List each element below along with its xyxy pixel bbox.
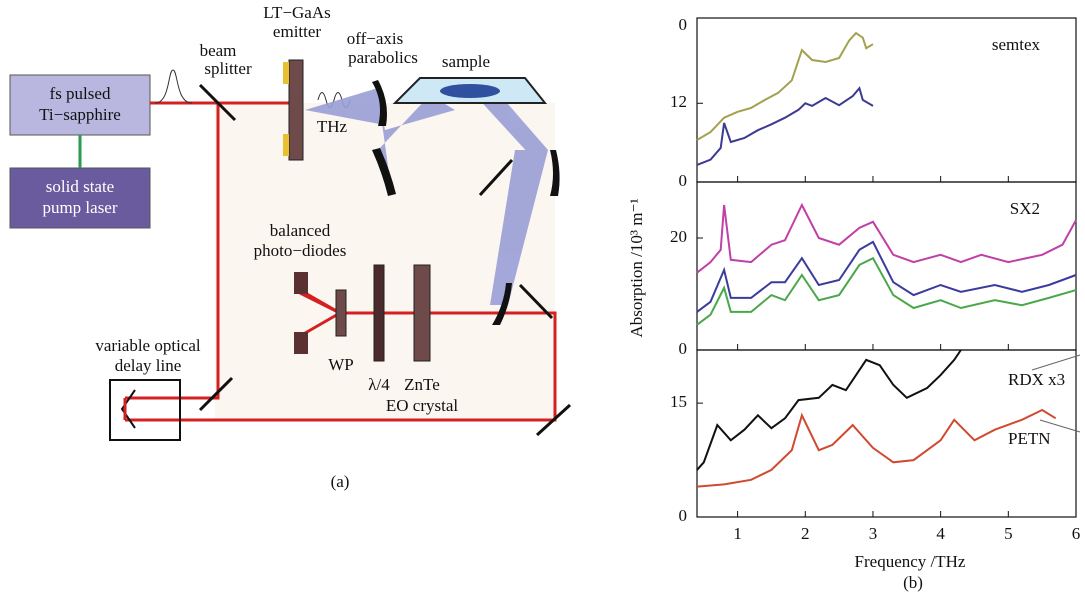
label: delay line	[115, 356, 182, 375]
series-line	[696, 408, 1057, 488]
wollaston-prism	[335, 289, 347, 337]
label: balanced	[270, 221, 331, 240]
label: EO crystal	[386, 396, 459, 415]
series-line	[696, 256, 1077, 326]
eo-crystal	[413, 264, 431, 362]
y-tick-label: 15	[670, 392, 687, 411]
photodiode	[294, 332, 308, 354]
x-tick-label: 1	[733, 524, 742, 543]
electrode	[283, 62, 289, 84]
label: WP	[328, 355, 354, 374]
y-tick-label: 0	[679, 339, 688, 358]
setup-diagram: fs pulsed Ti−sapphire solid state pump l…	[9, 3, 572, 491]
caption: (a)	[331, 472, 350, 491]
pulse-icon	[154, 69, 193, 104]
y-tick-label: 0	[679, 15, 688, 34]
series-line	[696, 86, 874, 166]
y-tick-label: 0	[679, 171, 688, 190]
thz-beam	[305, 88, 548, 305]
retroreflector	[120, 389, 136, 429]
x-axis-label: Frequency /THz	[855, 552, 966, 571]
label: photo−diodes	[254, 241, 347, 260]
label: Ti−sapphire	[39, 105, 121, 124]
laser-box	[9, 74, 151, 136]
x-tick-label: 6	[1072, 524, 1081, 543]
delay-box	[109, 379, 181, 441]
legend-label: PETN	[1008, 429, 1051, 448]
series-line	[696, 202, 1077, 274]
label: solid state	[46, 177, 114, 196]
x-tick-label: 5	[1004, 524, 1013, 543]
leader-line	[1031, 354, 1081, 371]
y-tick-label: 0	[679, 506, 688, 525]
label: sample	[442, 52, 490, 71]
label: LT−GaAs	[263, 3, 331, 22]
series-line	[696, 349, 962, 471]
caption: (b)	[903, 573, 923, 592]
sample	[440, 84, 500, 98]
electrode	[283, 134, 289, 156]
label: variable optical	[95, 336, 201, 355]
plot-frame	[696, 349, 1077, 518]
y-tick-label: 12	[670, 92, 687, 111]
series-line	[696, 240, 1077, 313]
panel-label: semtex	[992, 35, 1041, 54]
panel-label: SX2	[1010, 199, 1040, 218]
x-tick-label: 4	[936, 524, 945, 543]
label: ZnTe	[404, 375, 440, 394]
y-tick-label: 20	[670, 227, 687, 246]
label: beam	[200, 41, 237, 60]
leader-line	[1039, 419, 1081, 433]
series-line	[696, 31, 874, 141]
label: THz	[317, 117, 348, 136]
x-tick-label: 3	[869, 524, 878, 543]
emitter	[288, 59, 304, 161]
beam-splitter	[198, 83, 237, 122]
y-axis-label: Absorption /10³ m⁻¹	[627, 198, 646, 337]
legend-label: RDX x3	[1008, 370, 1065, 389]
photodiode	[294, 272, 308, 294]
x-tick-label: 2	[801, 524, 810, 543]
mirrors	[198, 80, 572, 437]
quarter-wave-plate	[373, 264, 385, 362]
label: pump laser	[42, 198, 117, 217]
label: parabolics	[348, 48, 418, 67]
label: emitter	[273, 22, 321, 41]
label: splitter	[204, 59, 252, 78]
label: λ/4	[368, 375, 390, 394]
label: off−axis	[347, 29, 404, 48]
label: fs pulsed	[50, 84, 111, 103]
